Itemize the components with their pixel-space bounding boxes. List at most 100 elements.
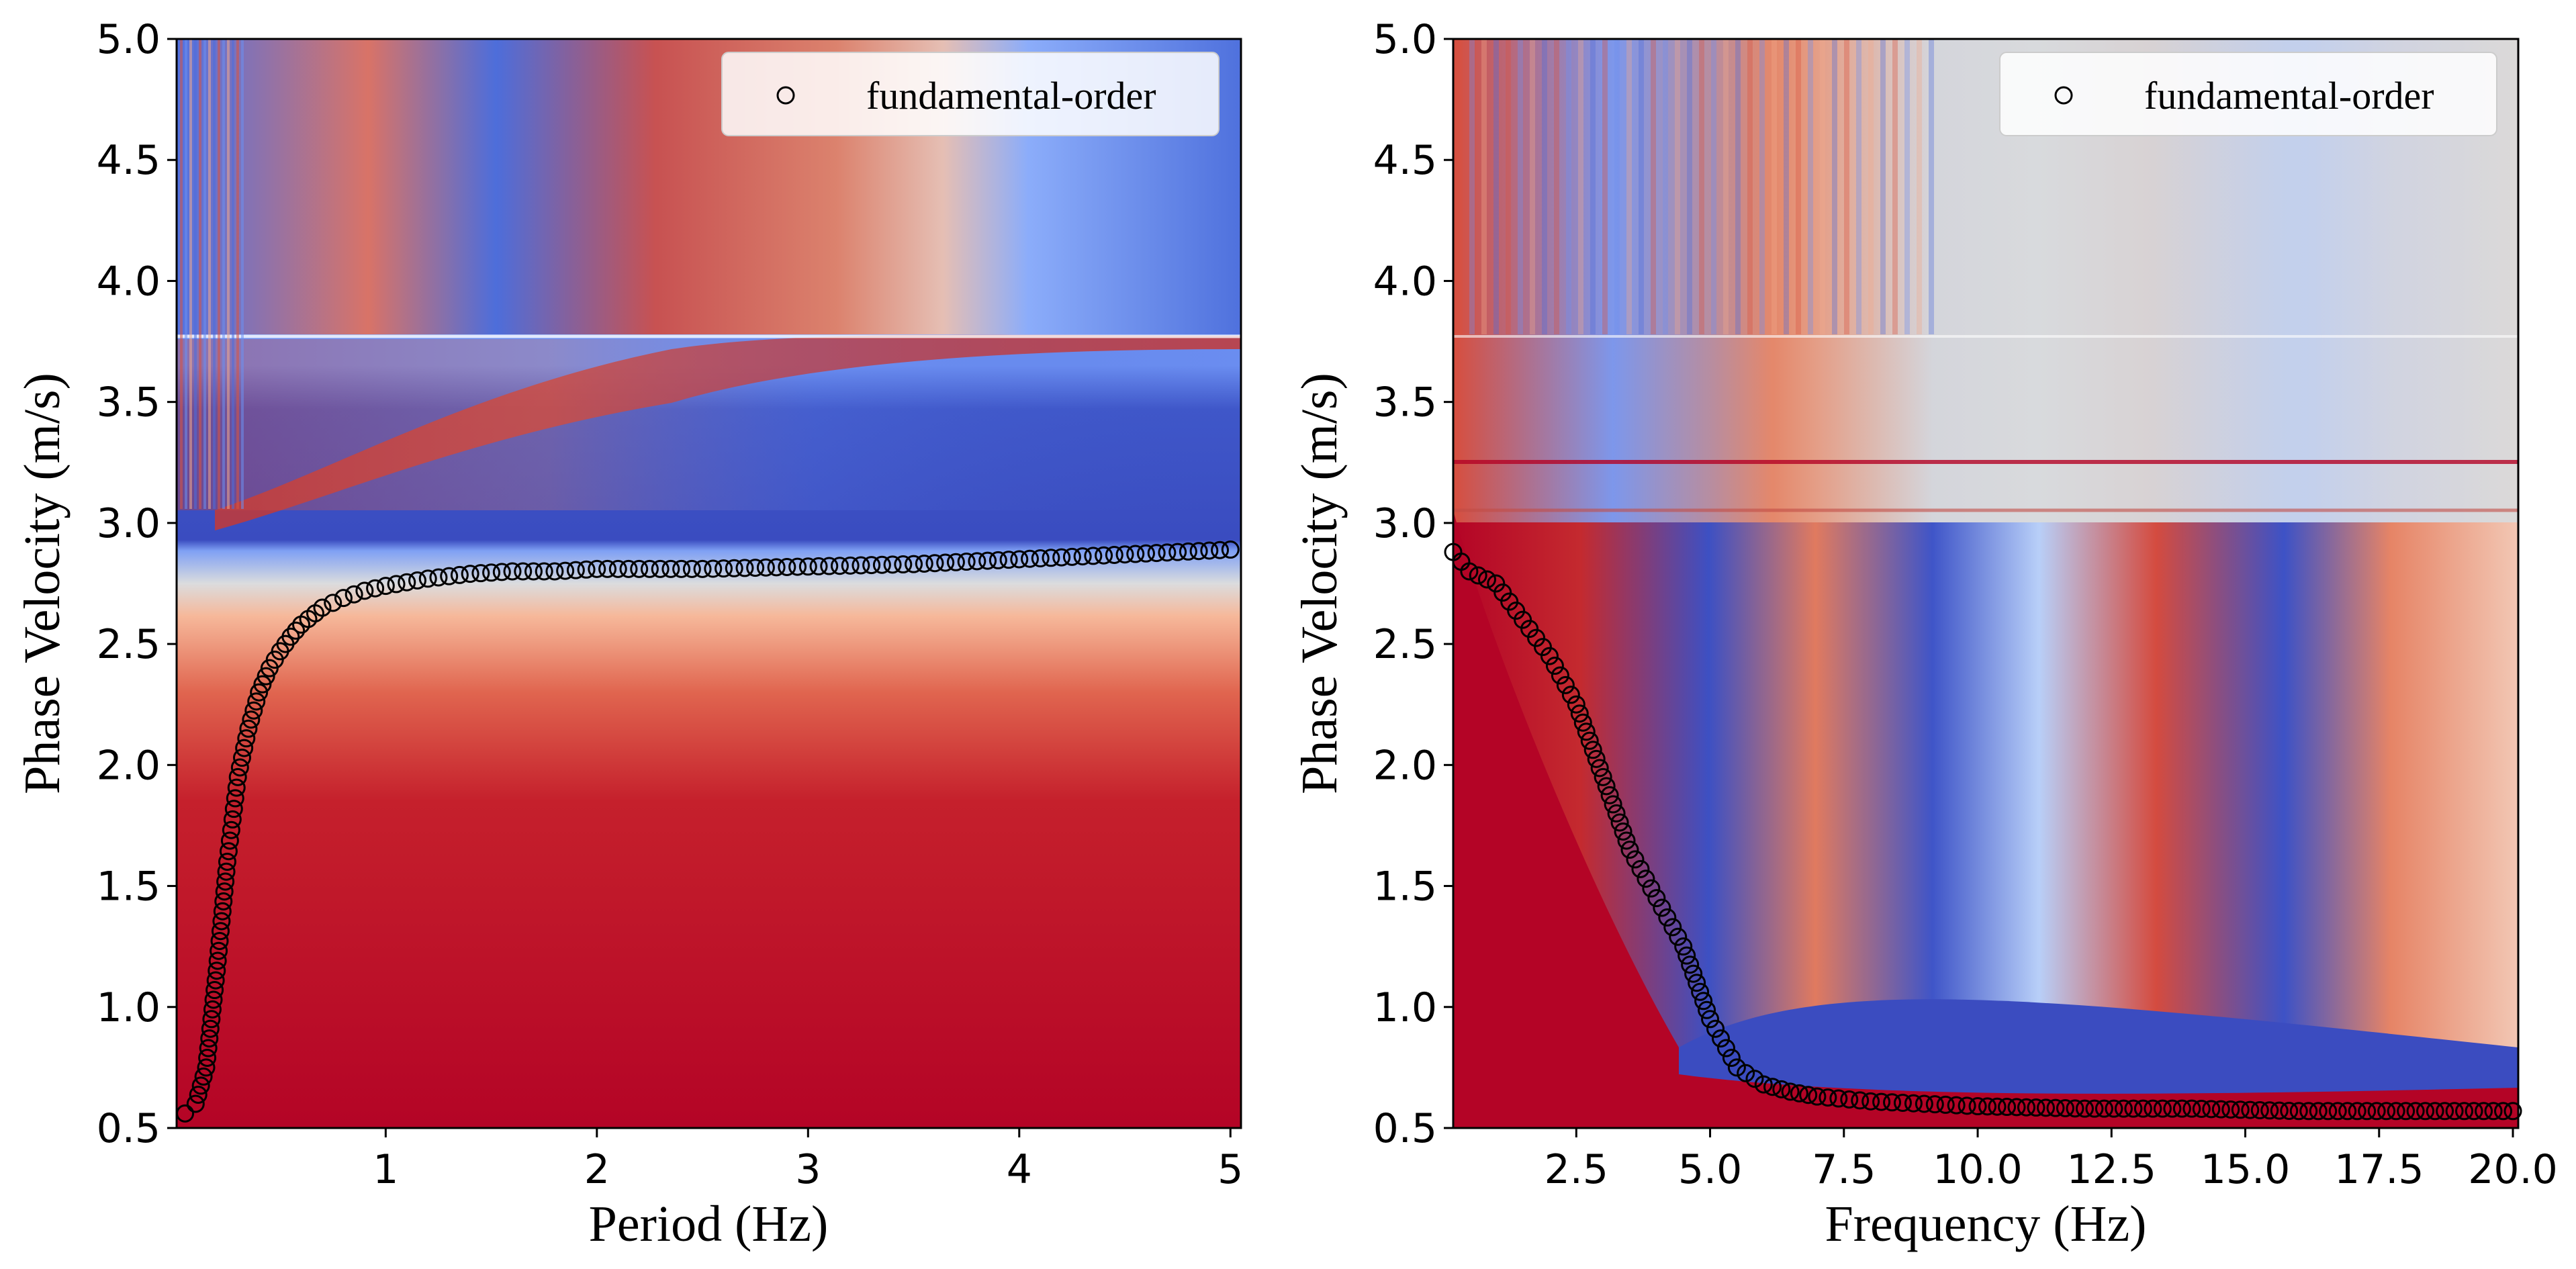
fundamental-order-marker bbox=[1626, 850, 1645, 869]
fundamental-order-marker bbox=[2416, 1102, 2435, 1121]
fundamental-order-marker bbox=[2436, 1102, 2454, 1121]
fundamental-order-marker bbox=[672, 559, 691, 578]
fundamental-order-marker bbox=[778, 557, 796, 576]
fundamental-order-marker bbox=[2105, 1099, 2123, 1118]
left-heatmap-blue-band bbox=[177, 339, 1241, 510]
right-stripe bbox=[1917, 39, 1922, 334]
fundamental-order-marker bbox=[1583, 741, 1602, 759]
fundamental-order-marker bbox=[219, 842, 238, 861]
fundamental-order-marker bbox=[1998, 1098, 2017, 1117]
fundamental-order-marker bbox=[218, 853, 236, 872]
fundamental-order-marker bbox=[1698, 1000, 1716, 1019]
fundamental-order-marker bbox=[1840, 1090, 1859, 1109]
fundamental-order-marker bbox=[1594, 767, 1612, 786]
fundamental-order-marker bbox=[1763, 1078, 1782, 1096]
right-stripe bbox=[1626, 39, 1632, 334]
fundamental-order-marker bbox=[253, 675, 272, 694]
fundamental-order-marker bbox=[2280, 1101, 2299, 1120]
fundamental-order-marker bbox=[2056, 1099, 2074, 1118]
right-y-tick-label: 4.5 bbox=[1373, 137, 1437, 184]
fundamental-order-marker bbox=[492, 563, 511, 581]
right-stripe bbox=[1602, 39, 1608, 334]
right-y-tick-label: 3.5 bbox=[1373, 379, 1437, 426]
fundamental-order-marker bbox=[682, 559, 701, 578]
fundamental-order-marker bbox=[1958, 1096, 1976, 1115]
fundamental-order-marker bbox=[915, 554, 933, 573]
fundamental-order-marker bbox=[2192, 1099, 2211, 1118]
fundamental-order-marker bbox=[1570, 704, 1589, 723]
fundamental-order-marker bbox=[1727, 1058, 1746, 1077]
fundamental-order-marker bbox=[999, 551, 1018, 569]
left-y-tick-label: 3.0 bbox=[97, 500, 160, 547]
fundamental-order-marker bbox=[239, 719, 258, 738]
fundamental-order-marker bbox=[2319, 1102, 2338, 1121]
right-legend-label: fundamental-order bbox=[2144, 74, 2434, 117]
fundamental-order-marker bbox=[1637, 869, 1655, 888]
right-stripe bbox=[1566, 39, 1571, 334]
right-stripe bbox=[1868, 39, 1874, 334]
fundamental-order-marker bbox=[1540, 647, 1559, 665]
fundamental-order-marker bbox=[1711, 1029, 1730, 1048]
fundamental-order-marker bbox=[1469, 566, 1487, 585]
fundamental-order-marker bbox=[2066, 1099, 2084, 1118]
fundamental-order-marker bbox=[1904, 1094, 1923, 1113]
fundamental-order-marker bbox=[905, 555, 923, 573]
fundamental-order-marker bbox=[2494, 1102, 2513, 1121]
fundamental-order-marker bbox=[227, 778, 246, 797]
right-stripe bbox=[1844, 39, 1849, 334]
fundamental-order-marker bbox=[313, 598, 332, 617]
fundamental-order-marker bbox=[471, 564, 490, 583]
fundamental-order-marker bbox=[1545, 657, 1564, 675]
fundamental-order-marker bbox=[661, 559, 680, 578]
left-legend-marker-icon bbox=[776, 86, 795, 105]
fundamental-order-marker bbox=[2289, 1102, 2308, 1121]
fundamental-order-marker bbox=[1925, 1095, 1944, 1114]
fundamental-order-marker bbox=[2445, 1102, 2464, 1121]
left-y-tick-label: 0.5 bbox=[97, 1105, 160, 1152]
fundamental-order-marker bbox=[894, 555, 913, 574]
fundamental-order-marker bbox=[211, 922, 230, 941]
fundamental-order-marker bbox=[608, 559, 627, 578]
fundamental-order-marker bbox=[1674, 937, 1693, 956]
fundamental-order-marker bbox=[862, 556, 881, 575]
fundamental-order-marker bbox=[1745, 1070, 1764, 1088]
right-y-tick-label: 2.5 bbox=[1373, 621, 1437, 668]
right-y-tick-label: 2.0 bbox=[1373, 742, 1437, 789]
fundamental-order-marker bbox=[1604, 795, 1622, 814]
fundamental-order-marker bbox=[2250, 1100, 2269, 1119]
fundamental-order-marker bbox=[968, 552, 986, 571]
fundamental-order-marker bbox=[206, 971, 225, 990]
left-stripe bbox=[203, 39, 206, 509]
fundamental-order-marker bbox=[1477, 570, 1496, 589]
fundamental-order-marker bbox=[1607, 804, 1626, 822]
fundamental-order-marker bbox=[217, 862, 236, 881]
fundamental-order-marker bbox=[1493, 583, 1512, 602]
fundamental-order-marker bbox=[2085, 1099, 2104, 1118]
fundamental-order-marker bbox=[577, 560, 596, 579]
fundamental-order-marker bbox=[1567, 695, 1585, 714]
right-stripe bbox=[1614, 39, 1620, 334]
right-stripe bbox=[1639, 39, 1644, 334]
fundamental-order-marker bbox=[1095, 546, 1113, 565]
fundamental-order-marker bbox=[1136, 544, 1155, 563]
right-y-tick-label: 4.0 bbox=[1373, 258, 1437, 305]
left-y-tick-label: 1.5 bbox=[97, 863, 160, 910]
right-stripe bbox=[1457, 39, 1463, 334]
right-stripe bbox=[1832, 39, 1837, 334]
fundamental-order-marker bbox=[1147, 544, 1166, 563]
fundamental-order-marker bbox=[418, 569, 437, 588]
fundamental-order-marker bbox=[1514, 610, 1532, 629]
left-y-tick-label: 3.5 bbox=[97, 379, 160, 426]
fundamental-order-marker bbox=[387, 575, 406, 594]
fundamental-order-marker bbox=[2211, 1100, 2230, 1119]
fundamental-order-marker bbox=[2426, 1102, 2444, 1121]
right-y-tick-label: 1.5 bbox=[1373, 863, 1437, 910]
fundamental-order-marker bbox=[2202, 1100, 2221, 1119]
left-legend-label: fundamental-order bbox=[866, 74, 1156, 117]
fundamental-order-marker bbox=[237, 729, 256, 748]
fundamental-order-marker bbox=[214, 892, 233, 910]
fundamental-order-marker bbox=[208, 961, 226, 980]
fundamental-order-marker bbox=[2309, 1102, 2328, 1121]
fundamental-order-marker bbox=[2144, 1099, 2162, 1118]
